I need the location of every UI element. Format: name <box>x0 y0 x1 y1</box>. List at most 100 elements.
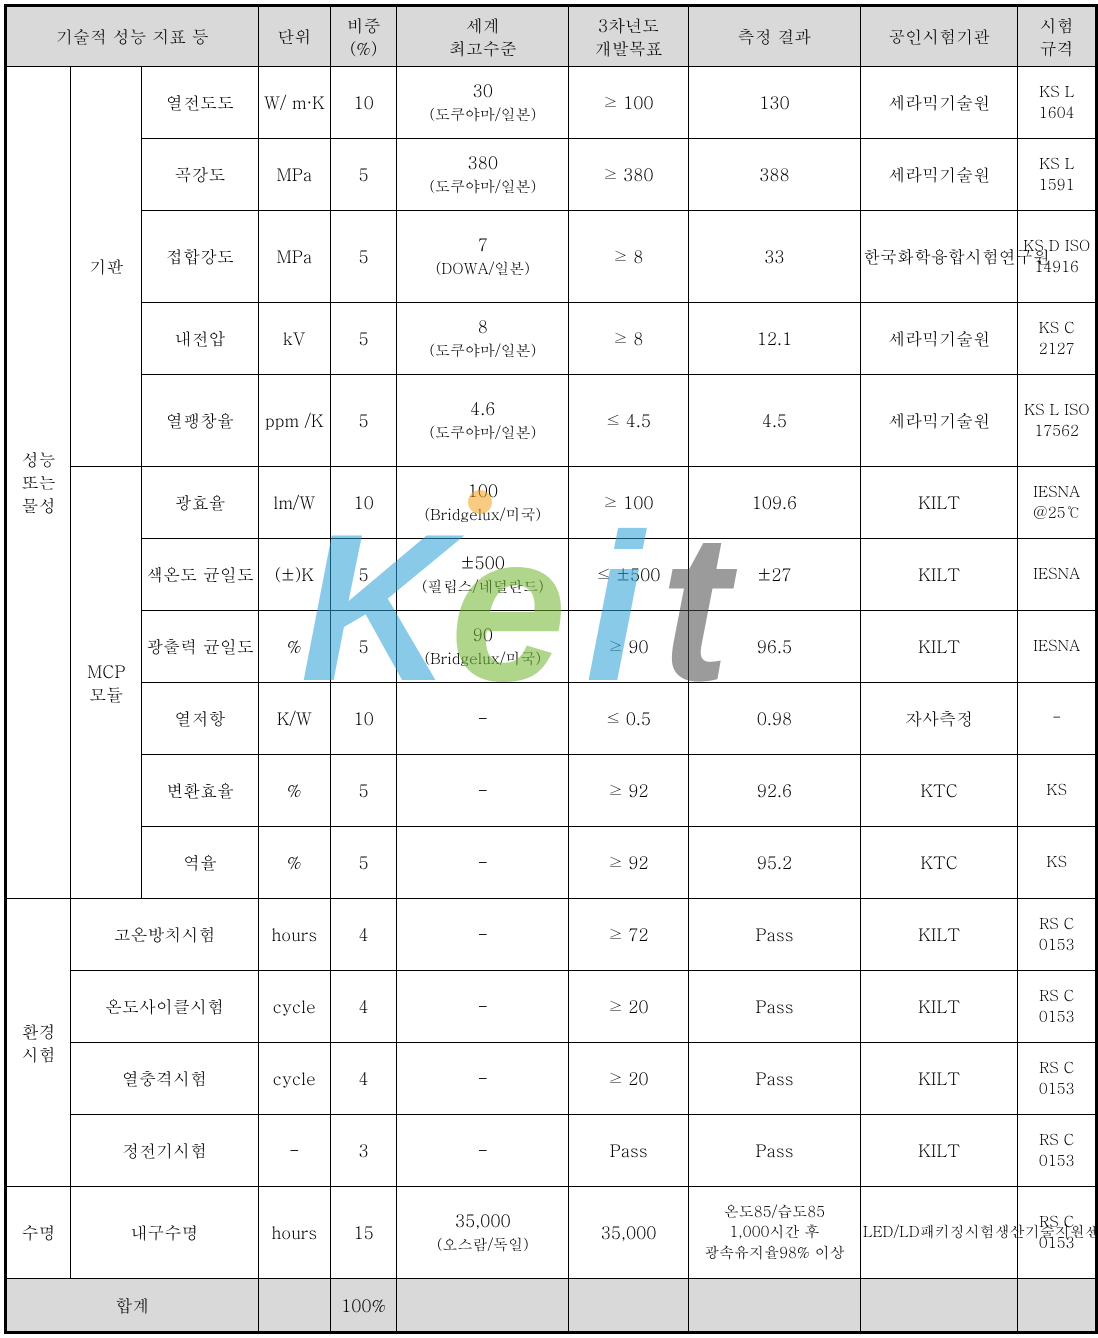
table-row: 열충격시험 cycle 4 - ≥ 20 Pass KILT RS C 0153 <box>7 1043 1096 1115</box>
row-pct: 5 <box>330 211 397 303</box>
row-world: - <box>397 1043 569 1115</box>
row-inst: 세라믹기술원 <box>860 139 1017 211</box>
table-row: 곡강도 MPa 5 380 (도쿠야마/일본) ≥ 380 388 세라믹기술원… <box>7 139 1096 211</box>
row-result: 95.2 <box>688 827 860 899</box>
row-world: 35,000 (오스람/독일) <box>397 1187 569 1279</box>
footer-empty <box>569 1279 689 1332</box>
row-name: 광효율 <box>142 467 258 539</box>
row-world: 100 (Bridgelux/미국) <box>397 467 569 539</box>
row-std: KS L ISO 17562 <box>1018 375 1096 467</box>
world-val: ±500 <box>461 550 505 574</box>
world-val: 7 <box>478 232 488 256</box>
table-row: 열팽창율 ppm /K 5 4.6 (도쿠야마/일본) ≤ 4.5 4.5 세라… <box>7 375 1096 467</box>
footer-empty <box>688 1279 860 1332</box>
row-inst: 한국화학융합시험연구원 <box>860 211 1017 303</box>
row-unit: K/W <box>258 683 330 755</box>
row-result: 92.6 <box>688 755 860 827</box>
row-pct: 5 <box>330 139 397 211</box>
row-world: - <box>397 827 569 899</box>
row-unit: (±)K <box>258 539 330 611</box>
row-inst: KILT <box>860 971 1017 1043</box>
row-std: IESNA <box>1018 611 1096 683</box>
row-inst: KILT <box>860 611 1017 683</box>
row-unit: ppm /K <box>258 375 330 467</box>
row-target: ≥ 380 <box>569 139 689 211</box>
table-row: 내전압 kV 5 8 (도쿠야마/일본) ≥ 8 12.1 세라믹기술원 KS … <box>7 303 1096 375</box>
world-val: 100 <box>468 478 498 502</box>
row-std: KS L 1591 <box>1018 139 1096 211</box>
row-pct: 4 <box>330 971 397 1043</box>
row-std: RS C 0153 <box>1018 1115 1096 1187</box>
world-sub: (도쿠야마/일본) <box>429 176 536 197</box>
row-result: 109.6 <box>688 467 860 539</box>
group-life: 수명 <box>7 1187 71 1279</box>
world-val: 4.6 <box>470 396 495 420</box>
row-world: 4.6 (도쿠야마/일본) <box>397 375 569 467</box>
row-pct: 4 <box>330 899 397 971</box>
footer-label: 합계 <box>7 1279 259 1332</box>
subgroup-substrate: 기판 <box>71 67 142 467</box>
row-inst: KTC <box>860 827 1017 899</box>
table-row: 변환효율 % 5 - ≥ 92 92.6 KTC KS <box>7 755 1096 827</box>
row-std: IESNA <box>1018 539 1096 611</box>
world-val: 35,000 <box>455 1208 511 1232</box>
hdr-world-l1: 세계 <box>466 13 500 37</box>
footer-empty <box>397 1279 569 1332</box>
row-world: 30 (도쿠야마/일본) <box>397 67 569 139</box>
row-inst: KILT <box>860 899 1017 971</box>
row-inst: 세라믹기술원 <box>860 375 1017 467</box>
row-world: - <box>397 971 569 1043</box>
row-inst: KTC <box>860 755 1017 827</box>
row-unit: W/ m·K <box>258 67 330 139</box>
row-name: 열팽창율 <box>142 375 258 467</box>
row-target: ≤ 4.5 <box>569 375 689 467</box>
row-pct: 4 <box>330 1043 397 1115</box>
world-sub: (도쿠야마/일본) <box>429 422 536 443</box>
table-row: 정전기시험 - 3 - Pass Pass KILT RS C 0153 <box>7 1115 1096 1187</box>
table-row: 광출력 균일도 % 5 90 (Bridgelux/미국) ≥ 90 96.5 … <box>7 611 1096 683</box>
hdr-result: 측정 결과 <box>688 7 860 67</box>
row-inst: KILT <box>860 539 1017 611</box>
row-name: 고온방치시험 <box>71 899 258 971</box>
table-row: 역율 % 5 - ≥ 92 95.2 KTC KS <box>7 827 1096 899</box>
row-result: Pass <box>688 899 860 971</box>
hdr-target: 3차년도 개발목표 <box>569 7 689 67</box>
row-result: 33 <box>688 211 860 303</box>
row-target: 35,000 <box>569 1187 689 1279</box>
row-world: - <box>397 755 569 827</box>
row-result: 0.98 <box>688 683 860 755</box>
row-result: Pass <box>688 1115 860 1187</box>
row-pct: 5 <box>330 755 397 827</box>
row-inst: LED/LD패키징시험생산기술지원센터 <box>860 1187 1017 1279</box>
spec-table: 기술적 성능 지표 등 단위 비중 (%) 세계 최고수준 3차년도 개발목표 … <box>6 6 1096 1332</box>
footer-empty <box>258 1279 330 1332</box>
row-target: ≥ 90 <box>569 611 689 683</box>
row-unit: % <box>258 611 330 683</box>
row-pct: 10 <box>330 683 397 755</box>
footer-row: 합계 100% <box>7 1279 1096 1332</box>
hdr-weight-l2: (%) <box>350 36 377 60</box>
footer-empty <box>860 1279 1017 1332</box>
row-name: 내전압 <box>142 303 258 375</box>
row-world: ±500 (필립스/네덜란드) <box>397 539 569 611</box>
row-target: ≥ 20 <box>569 971 689 1043</box>
row-pct: 5 <box>330 539 397 611</box>
row-std: RS C 0153 <box>1018 971 1096 1043</box>
row-inst: 세라믹기술원 <box>860 303 1017 375</box>
table-row: 열저항 K/W 10 - ≤ 0.5 0.98 자사측정 - <box>7 683 1096 755</box>
row-world: - <box>397 899 569 971</box>
row-world: 7 (DOWA/일본) <box>397 211 569 303</box>
row-std: - <box>1018 683 1096 755</box>
world-val: 90 <box>473 622 493 646</box>
row-pct: 5 <box>330 375 397 467</box>
row-result: Pass <box>688 1043 860 1115</box>
table-row: 온도사이클시험 cycle 4 - ≥ 20 Pass KILT RS C 01… <box>7 971 1096 1043</box>
row-result: 4.5 <box>688 375 860 467</box>
row-pct: 15 <box>330 1187 397 1279</box>
row-name: 열충격시험 <box>71 1043 258 1115</box>
world-sub: (Bridgelux/미국) <box>425 648 541 669</box>
header-row: 기술적 성능 지표 등 단위 비중 (%) 세계 최고수준 3차년도 개발목표 … <box>7 7 1096 67</box>
world-sub: (필립스/네덜란드) <box>422 576 544 597</box>
table-row: MCP 모듈 광효율 lm/W 10 100 (Bridgelux/미국) ≥ … <box>7 467 1096 539</box>
row-inst: 세라믹기술원 <box>860 67 1017 139</box>
